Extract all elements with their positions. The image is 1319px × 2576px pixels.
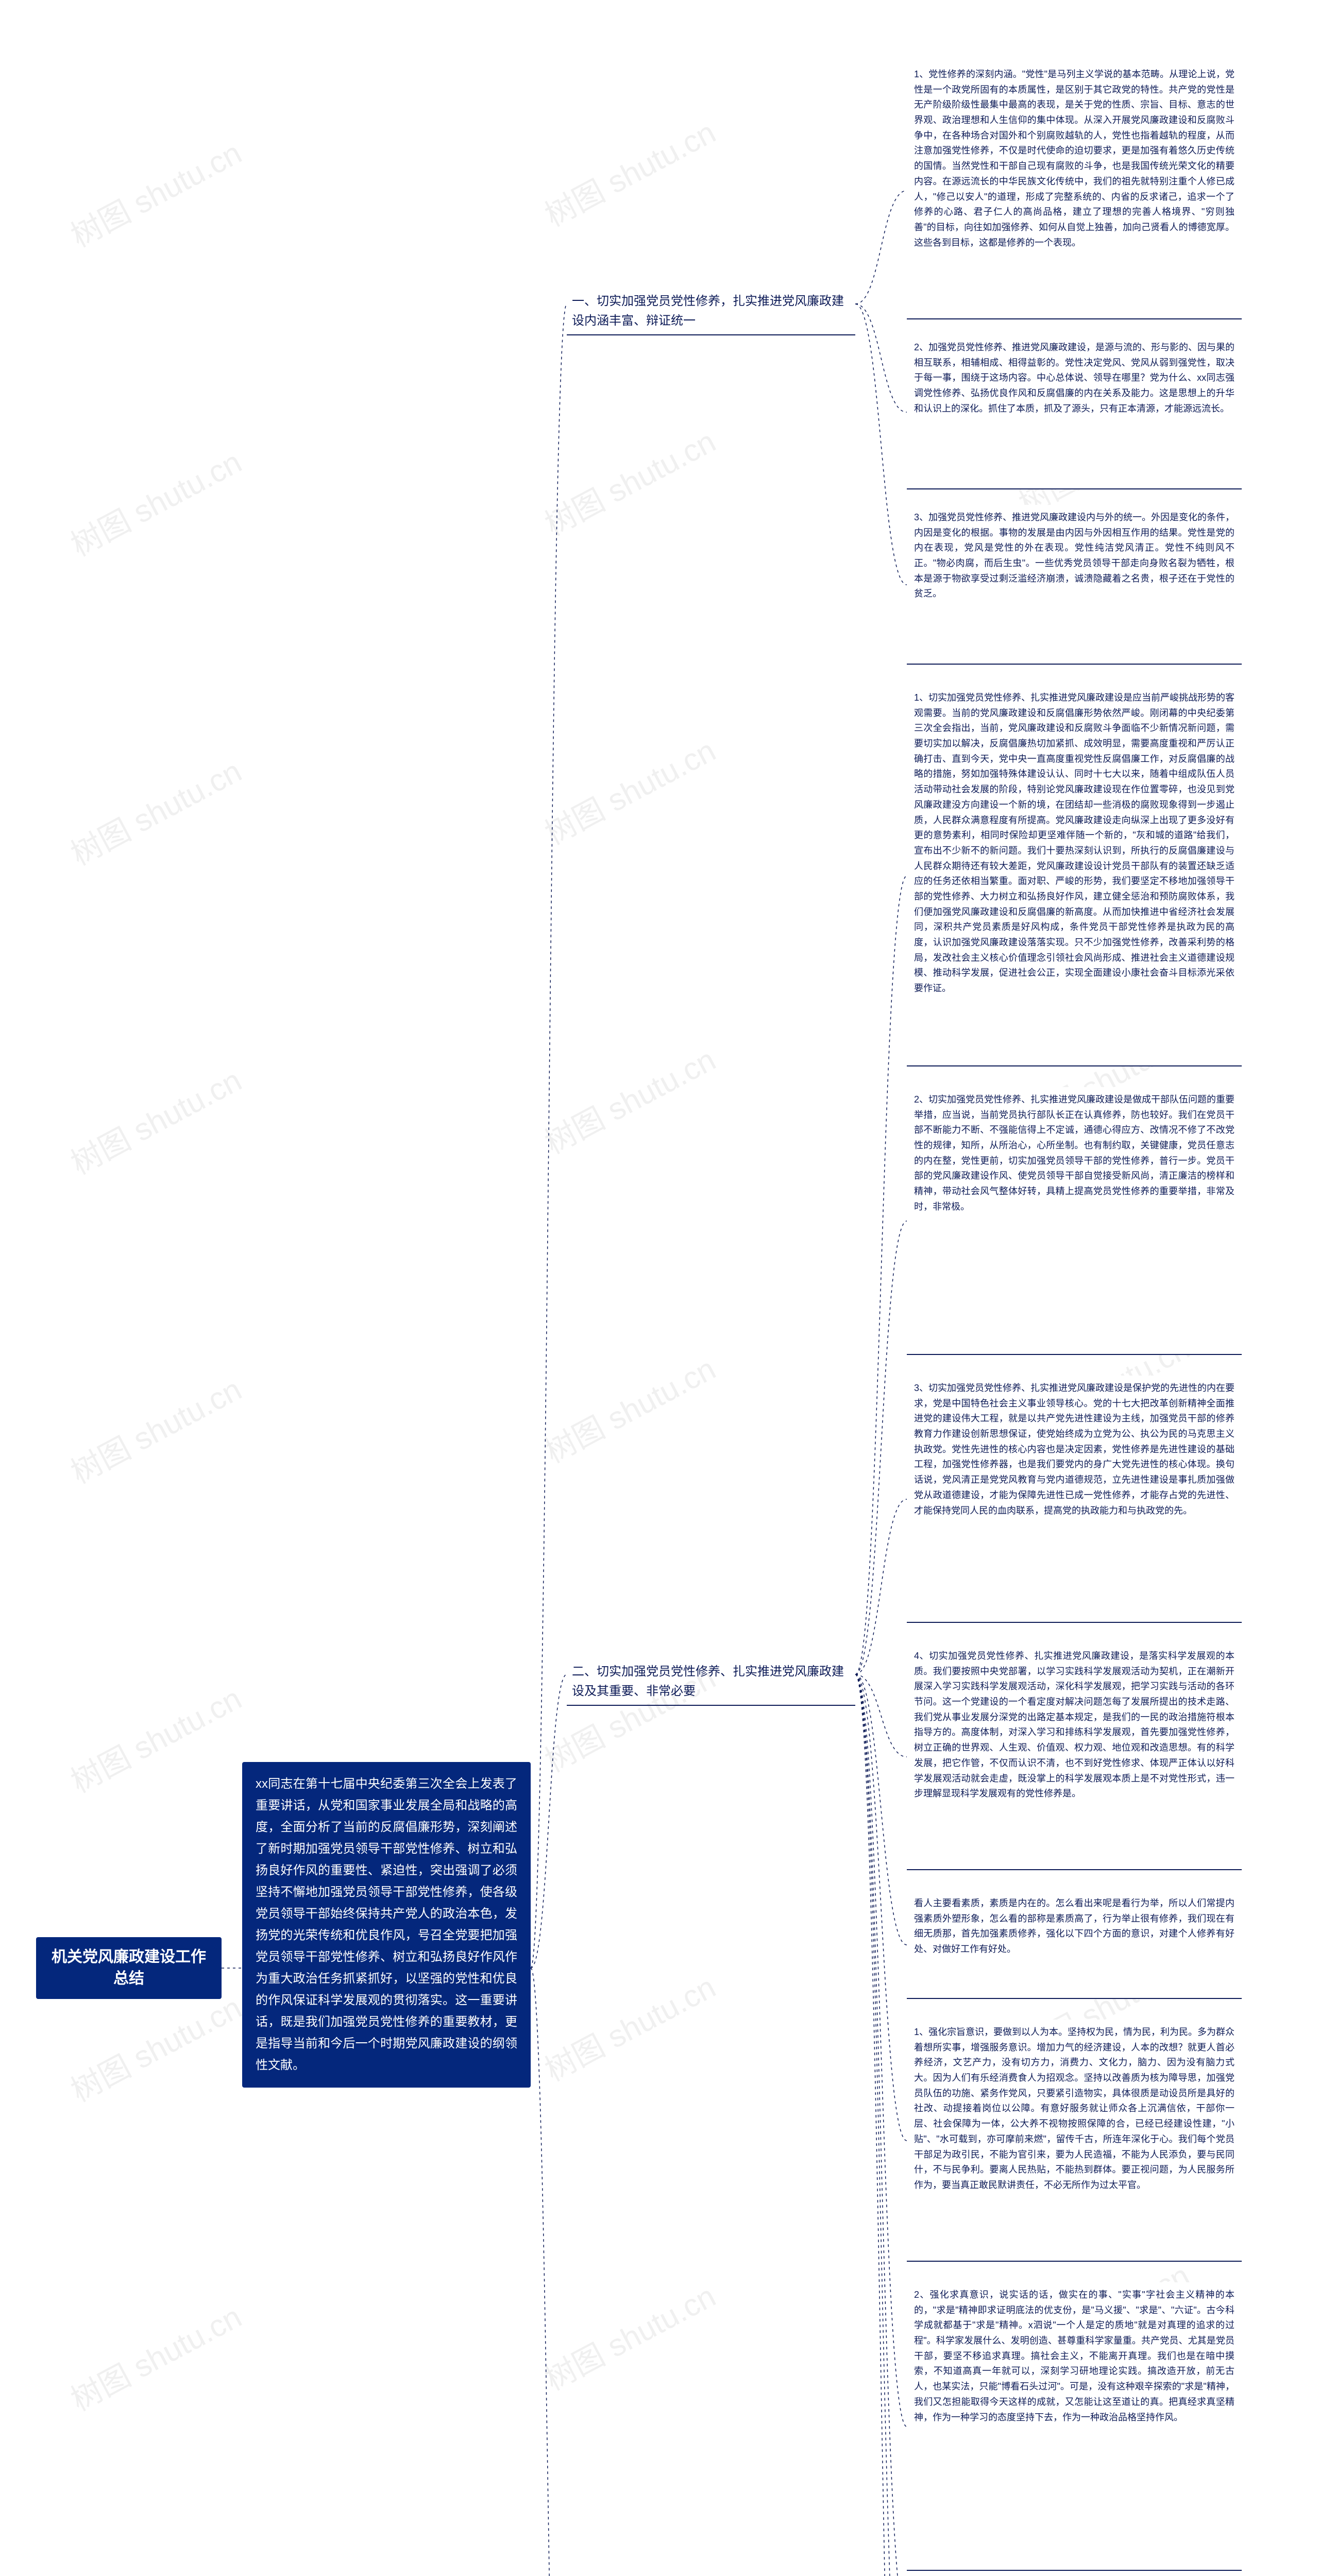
leaf-text: 2、切实加强党员党性修养、扎实推进党风廉政建设是做成干部队伍问题的重要举措，应当… bbox=[914, 1094, 1235, 1212]
watermark: 树图 shutu.cn bbox=[62, 1674, 248, 1801]
leaf-text: 1、党性修养的深刻内涵。"党性"是马列主义学说的基本范畴。从理论上说，党性是一个… bbox=[914, 69, 1235, 248]
leaf-text: 3、切实加强党员党性修养、扎实推进党风廉政建设是保护党的先进性的内在要求，党是中… bbox=[914, 1383, 1235, 1516]
root-title: 机关党风廉政建设工作总结 bbox=[52, 1948, 206, 1987]
watermark: 树图 shutu.cn bbox=[536, 1962, 722, 2090]
watermark: 树图 shutu.cn bbox=[62, 437, 248, 565]
leaf-text: 4、切实加强党员党性修养、扎实推进党风廉政建设，是落实科学发展观的本质。我们要按… bbox=[914, 1651, 1235, 1799]
watermark: 树图 shutu.cn bbox=[536, 1344, 722, 1471]
leaf-node: 1、党性修养的深刻内涵。"党性"是马列主义学说的基本范畴。从理论上说，党性是一个… bbox=[907, 62, 1242, 319]
watermark: 树图 shutu.cn bbox=[62, 1365, 248, 1492]
watermark: 树图 shutu.cn bbox=[536, 1035, 722, 1162]
leaf-text: 2、加强党员党性修养、推进党风廉政建设，是源与流的、形与影的、因与果的相互联系，… bbox=[914, 342, 1235, 414]
leaf-node: 1、强化宗旨意识，要做到以人为本。坚持权为民，情为民，利为民。多为群众着想所实事… bbox=[907, 2020, 1242, 2262]
watermark: 树图 shutu.cn bbox=[62, 747, 248, 874]
watermark: 树图 shutu.cn bbox=[62, 1983, 248, 2110]
branch-label: 二、切实加强党员党性修养、扎实推进党风廉政建设及其重要、非常必要 bbox=[572, 1665, 844, 1698]
leaf-node: 3、加强党员党性修养、推进党风廉政建设内与外的统一。外因是变化的条件，内因是变化… bbox=[907, 505, 1242, 665]
leaf-node: 2、强化求真意识，说实话的话，做实在的事、"实事"字社会主义精神的本的，"求是"… bbox=[907, 2282, 1242, 2571]
branch-node: 一、切实加强党员党性修养，扎实推进党风廉政建设内涵丰富、辩证统一 bbox=[567, 289, 855, 335]
branch-label: 一、切实加强党员党性修养，扎实推进党风廉政建设内涵丰富、辩证统一 bbox=[572, 294, 844, 328]
branch-node: 二、切实加强党员党性修养、扎实推进党风廉政建设及其重要、非常必要 bbox=[567, 1659, 855, 1706]
watermark: 树图 shutu.cn bbox=[62, 2292, 248, 2419]
context-text: xx同志在第十七届中央纪委第三次全会上发表了重要讲话，从党和国家事业发展全局和战… bbox=[256, 1777, 517, 2072]
leaf-node: 1、切实加强党员党性修养、扎实推进党风廉政建设是应当前严峻挑战形势的客观需要。当… bbox=[907, 685, 1242, 1066]
root-node: 机关党风廉政建设工作总结 bbox=[36, 1937, 222, 1999]
watermark: 树图 shutu.cn bbox=[536, 2272, 722, 2399]
watermark: 树图 shutu.cn bbox=[536, 417, 722, 544]
leaf-node: 看人主要看素质，素质是内在的。怎么看出来呢是看行为举，所以人们常提内强素质外塑形… bbox=[907, 1891, 1242, 1999]
leaf-text: 2、强化求真意识，说实话的话，做实在的事、"实事"字社会主义精神的本的，"求是"… bbox=[914, 2290, 1235, 2422]
leaf-text: 3、加强党员党性修养、推进党风廉政建设内与外的统一。外因是变化的条件，内因是变化… bbox=[914, 512, 1235, 599]
leaf-node: 4、切实加强党员党性修养、扎实推进党风廉政建设，是落实科学发展观的本质。我们要按… bbox=[907, 1643, 1242, 1870]
leaf-text: 1、强化宗旨意识，要做到以人为本。坚持权为民，情为民，利为民。多为群众着想所实事… bbox=[914, 2027, 1235, 2190]
mindmap-canvas: 机关党风廉政建设工作总结 xx同志在第十七届中央纪委第三次全会上发表了重要讲话，… bbox=[0, 0, 1319, 2576]
watermark: 树图 shutu.cn bbox=[62, 1056, 248, 1183]
watermark: 树图 shutu.cn bbox=[536, 726, 722, 853]
watermark: 树图 shutu.cn bbox=[62, 128, 248, 256]
leaf-text: 1、切实加强党员党性修养、扎实推进党风廉政建设是应当前严峻挑战形势的客观需要。当… bbox=[914, 692, 1235, 993]
context-node: xx同志在第十七届中央纪委第三次全会上发表了重要讲话，从党和国家事业发展全局和战… bbox=[242, 1762, 531, 2088]
leaf-node: 3、切实加强党员党性修养、扎实推进党风廉政建设是保护党的先进性的内在要求，党是中… bbox=[907, 1376, 1242, 1623]
leaf-node: 2、加强党员党性修养、推进党风廉政建设，是源与流的、形与影的、因与果的相互联系，… bbox=[907, 335, 1242, 489]
leaf-text: 看人主要看素质，素质是内在的。怎么看出来呢是看行为举，所以人们常提内强素质外塑形… bbox=[914, 1898, 1235, 1954]
leaf-node: 2、切实加强党员党性修养、扎实推进党风廉政建设是做成干部队伍问题的重要举措，应当… bbox=[907, 1087, 1242, 1355]
watermark: 树图 shutu.cn bbox=[536, 108, 722, 235]
